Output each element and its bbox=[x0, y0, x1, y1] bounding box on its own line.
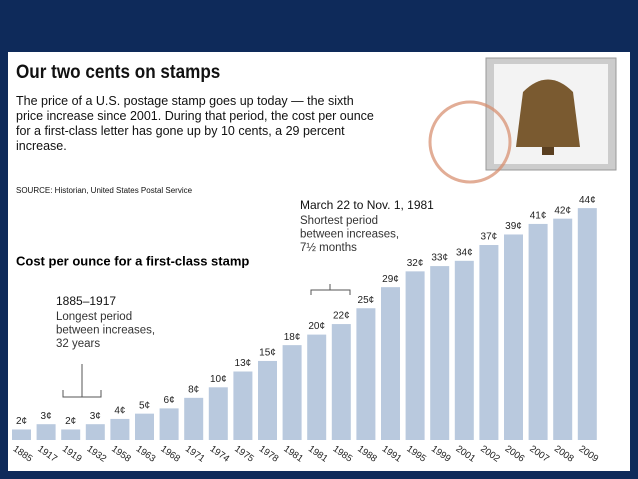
x-tick-label: 1917 bbox=[35, 444, 59, 465]
stamp bbox=[428, 57, 617, 184]
bar bbox=[282, 345, 302, 440]
value-label: 6¢ bbox=[164, 395, 175, 406]
x-tick-label: 2007 bbox=[527, 444, 551, 465]
value-label: 13¢ bbox=[235, 358, 252, 369]
x-tick-label: 1981 bbox=[306, 444, 330, 465]
x-tick-label: 1985 bbox=[331, 444, 355, 465]
bar bbox=[12, 429, 31, 440]
x-tick-label: 1988 bbox=[355, 444, 379, 465]
x-tick-label: 1971 bbox=[183, 444, 207, 465]
value-label: 37¢ bbox=[481, 232, 498, 243]
bracket bbox=[62, 364, 102, 398]
x-tick-label: 1968 bbox=[158, 444, 182, 465]
x-tick-label: 1978 bbox=[257, 444, 281, 465]
bar bbox=[381, 287, 400, 440]
x-tick-label: 1995 bbox=[404, 444, 428, 465]
annotation-line: 32 years bbox=[56, 338, 100, 350]
bar bbox=[356, 308, 376, 440]
x-tick-label: 2008 bbox=[552, 444, 576, 465]
value-label: 34¢ bbox=[456, 247, 473, 258]
chart-title: Cost per ounce for a first-class stamp bbox=[16, 253, 249, 268]
value-label: 29¢ bbox=[382, 274, 399, 285]
bar bbox=[208, 387, 228, 440]
x-tick-label: 2001 bbox=[454, 444, 478, 465]
bar bbox=[110, 418, 130, 440]
x-tick-label: 2006 bbox=[503, 444, 527, 465]
bar bbox=[184, 397, 204, 440]
bracket bbox=[310, 284, 351, 295]
value-label: 42¢ bbox=[554, 205, 571, 216]
value-label: 15¢ bbox=[259, 348, 276, 359]
x-tick-label: 1999 bbox=[429, 444, 453, 465]
value-label: 18¢ bbox=[284, 332, 301, 343]
x-tick-label: 1958 bbox=[109, 444, 133, 465]
bar bbox=[454, 260, 474, 440]
annotation-heading: March 22 to Nov. 1, 1981 bbox=[300, 198, 434, 212]
bar bbox=[504, 234, 523, 440]
bar bbox=[61, 429, 81, 440]
bar bbox=[479, 245, 499, 440]
x-tick-label: 1975 bbox=[232, 444, 256, 465]
annotation-line: Shortest period bbox=[300, 215, 378, 227]
panel: Our two cents on stamps The price of a U… bbox=[8, 52, 630, 471]
bar bbox=[577, 208, 597, 440]
value-label: 8¢ bbox=[188, 384, 199, 395]
bar bbox=[430, 266, 450, 440]
value-label: 4¢ bbox=[114, 406, 125, 417]
value-label: 22¢ bbox=[333, 311, 350, 322]
bar bbox=[258, 360, 277, 440]
x-tick-label: 1981 bbox=[281, 444, 305, 465]
bar bbox=[36, 424, 56, 440]
value-label: 44¢ bbox=[579, 195, 596, 206]
value-label: 3¢ bbox=[90, 411, 101, 422]
value-label: 33¢ bbox=[431, 253, 448, 264]
value-label: 41¢ bbox=[530, 211, 547, 222]
x-tick-label: 1885 bbox=[11, 444, 35, 465]
annotation-line: between increases, bbox=[300, 229, 399, 241]
x-tick-label: 1919 bbox=[60, 444, 84, 465]
annotation-line: 7½ months bbox=[300, 242, 357, 254]
x-tick-label: 1932 bbox=[85, 444, 109, 465]
x-tick-label: 1963 bbox=[134, 444, 158, 465]
x-tick-label: 2002 bbox=[478, 444, 502, 465]
bar bbox=[135, 413, 154, 440]
annotation-line: between increases, bbox=[56, 325, 155, 337]
bar bbox=[553, 218, 573, 440]
bar bbox=[233, 371, 253, 440]
bar bbox=[85, 424, 105, 440]
bar bbox=[405, 271, 425, 440]
value-label: 2¢ bbox=[16, 416, 27, 427]
bar bbox=[159, 408, 179, 440]
chart: Cost per ounce for a first-class stamp 2… bbox=[11, 57, 617, 465]
annotation-line: Longest period bbox=[56, 311, 132, 323]
source: SOURCE: Historian, United States Postal … bbox=[16, 186, 193, 195]
bar bbox=[307, 334, 327, 440]
x-tick-label: 1974 bbox=[208, 444, 232, 465]
subtitle: The price of a U.S. postage stamp goes u… bbox=[16, 94, 374, 153]
value-label: 5¢ bbox=[139, 400, 150, 411]
value-label: 10¢ bbox=[210, 374, 227, 385]
x-tick-label: 1991 bbox=[380, 444, 404, 465]
x-tick-label: 2009 bbox=[577, 444, 601, 465]
title: Our two cents on stamps bbox=[16, 62, 221, 83]
bar bbox=[331, 324, 351, 440]
value-label: 39¢ bbox=[505, 221, 522, 232]
value-label: 20¢ bbox=[308, 321, 325, 332]
value-label: 2¢ bbox=[65, 416, 76, 427]
annotation-heading: 1885–1917 bbox=[56, 294, 116, 308]
bar bbox=[528, 223, 548, 440]
value-label: 25¢ bbox=[358, 295, 375, 306]
value-label: 3¢ bbox=[41, 411, 52, 422]
value-label: 32¢ bbox=[407, 258, 424, 269]
